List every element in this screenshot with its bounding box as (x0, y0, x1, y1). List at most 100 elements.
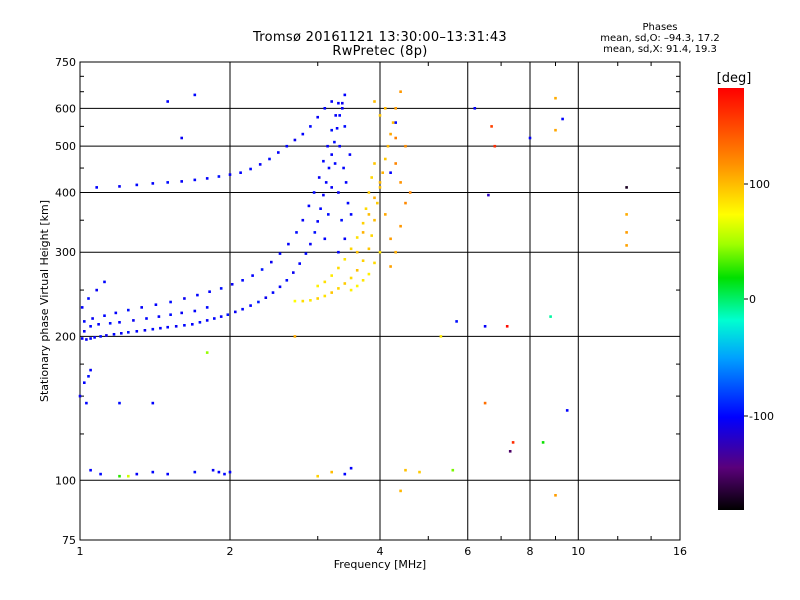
data-point-o-mode (228, 173, 232, 176)
data-point-o-mode (87, 375, 90, 378)
data-point-o-mode (183, 297, 186, 300)
data-point-x-mode (316, 474, 319, 478)
data-point-x-mode (330, 274, 333, 277)
data-point-x-mode (323, 280, 327, 284)
data-point-o-mode (327, 213, 330, 216)
data-point-o-mode (473, 107, 477, 110)
colorbar (718, 88, 744, 510)
data-point-o-mode (193, 93, 197, 97)
data-point-x-mode (399, 181, 402, 184)
data-point-o-mode (292, 271, 295, 274)
data-point-x-mode (394, 162, 397, 165)
data-point-o-mode (135, 183, 139, 187)
data-point-x-mode (361, 259, 365, 262)
data-point-x-mode (349, 288, 353, 292)
data-point-o-mode (528, 136, 532, 140)
data-point-x-mode (391, 121, 395, 124)
colorbar-label: [deg] (717, 71, 752, 86)
data-point-o-mode (251, 274, 254, 277)
data-point-o-mode (180, 136, 183, 140)
data-point-x-mode (373, 162, 376, 165)
data-point-x-mode (293, 335, 297, 338)
data-point-o-mode (483, 325, 487, 328)
data-point-o-mode (80, 306, 84, 309)
data-point-o-mode (95, 186, 98, 189)
data-point-x-mode (355, 250, 359, 254)
data-point-o-mode (333, 140, 336, 144)
data-point-x-mode (625, 213, 628, 216)
data-point-x-mode (408, 191, 412, 194)
data-point-x-mode (361, 221, 365, 225)
axis-ticks: 1 2 4 6 8 10 16 75 100 200 300 400 500 600 750 (55, 56, 687, 558)
data-point-scatter (625, 186, 628, 189)
data-point-o-mode (140, 306, 143, 309)
data-point-o-mode (151, 182, 155, 185)
data-point-o-mode (394, 121, 397, 124)
data-point-x-mode (309, 299, 312, 302)
data-point-o-mode (341, 101, 344, 105)
data-point-o-mode (234, 310, 237, 314)
data-point-o-mode (157, 315, 161, 318)
data-point-o-mode (211, 468, 215, 472)
data-point-o-mode (343, 93, 347, 97)
data-point-o-mode (105, 334, 108, 337)
data-point-x-mode (554, 128, 557, 132)
data-point-o-mode (151, 327, 155, 331)
data-point-x-mode (376, 201, 379, 205)
data-point-o-mode (80, 337, 84, 340)
data-point-scatter (127, 474, 130, 478)
data-point-o-mode (285, 279, 289, 282)
data-point-x-mode (293, 299, 297, 303)
data-point-o-mode (205, 306, 209, 309)
data-point-o-mode (304, 252, 308, 255)
data-point-o-mode (180, 311, 183, 315)
data-point-o-mode (169, 300, 172, 304)
data-point-o-mode (83, 330, 86, 333)
data-point-o-mode (330, 100, 333, 103)
data-point-x-mode (384, 107, 387, 110)
data-point-x-mode (330, 291, 333, 294)
data-point-o-mode (154, 303, 158, 306)
data-point-o-mode (323, 107, 327, 110)
data-point-o-mode (241, 279, 244, 282)
data-point-o-mode (301, 132, 305, 136)
data-point-scatter (541, 441, 545, 444)
data-point-o-mode (89, 468, 92, 472)
data-point-scatter (493, 144, 497, 148)
data-point-x-mode (367, 191, 371, 194)
data-point-x-mode (378, 250, 382, 254)
data-point-o-mode (389, 171, 392, 174)
data-point-x-mode (355, 269, 359, 272)
data-point-x-mode (381, 171, 384, 174)
data-point-x-mode (554, 494, 557, 497)
data-point-o-mode (174, 325, 178, 328)
data-point-x-mode (554, 96, 557, 100)
data-point-o-mode (241, 307, 244, 311)
x-tick-label: 2 (227, 545, 234, 558)
colorbar-tick-label-100: 100 (749, 178, 770, 191)
data-point-o-mode (344, 181, 348, 184)
data-point-x-mode (355, 236, 359, 239)
data-point-o-mode (249, 167, 252, 171)
data-point-o-mode (338, 114, 341, 117)
data-point-o-mode (99, 472, 102, 476)
data-point-x-mode (373, 261, 376, 265)
data-point-x-mode (373, 196, 376, 200)
data-point-x-mode (343, 282, 347, 285)
data-point-o-mode (145, 317, 148, 320)
data-point-o-mode (169, 313, 172, 316)
data-point-o-mode (93, 336, 96, 339)
chart-title-line2: RwPretec (8p) (332, 44, 428, 59)
data-point-o-mode (135, 472, 139, 476)
data-point-scatter (205, 351, 209, 354)
data-point-x-mode (367, 213, 371, 216)
data-point-o-mode (316, 220, 319, 223)
data-point-o-mode (83, 320, 86, 323)
y-tick-label: 300 (55, 246, 76, 259)
data-point-x-mode (389, 265, 392, 268)
data-point-o-mode (257, 300, 260, 304)
data-point-x-mode (330, 470, 333, 474)
data-points (78, 90, 628, 497)
data-point-o-mode (83, 381, 86, 384)
data-point-o-mode (89, 337, 92, 340)
